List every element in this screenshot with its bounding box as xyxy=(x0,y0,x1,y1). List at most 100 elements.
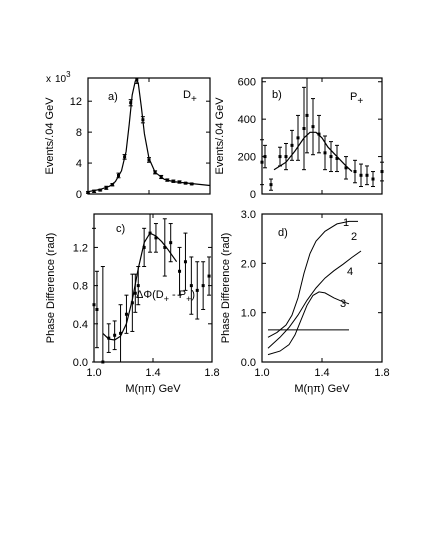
ytick-label: 0.0 xyxy=(241,357,256,369)
panel-a-points xyxy=(86,77,211,194)
data-point xyxy=(153,170,157,174)
series-line-2 xyxy=(267,250,362,349)
data-point xyxy=(159,175,163,179)
ytick-label: 0 xyxy=(76,189,82,201)
panel-a-state-label: D+ xyxy=(183,89,197,105)
ytick-label: 1.2 xyxy=(73,242,88,254)
panel-d-ylabel: Phase Difference (rad) xyxy=(220,233,232,343)
data-point xyxy=(317,132,321,136)
data-point xyxy=(278,155,282,159)
xtick-label: 1.4 xyxy=(145,367,160,379)
panel-b-state-label: P+ xyxy=(350,91,363,107)
panel-a-multiplier: x 103 xyxy=(46,70,71,85)
data-point xyxy=(171,179,175,183)
data-point xyxy=(110,183,114,187)
data-point xyxy=(163,245,167,249)
xtick-label: 1.0 xyxy=(254,367,269,379)
data-point xyxy=(141,118,145,122)
ytick-label: 12 xyxy=(70,96,82,108)
data-point xyxy=(184,181,188,185)
data-point xyxy=(290,143,294,147)
ytick-label: 200 xyxy=(238,152,256,164)
panel-d-label: d) xyxy=(278,227,288,239)
panel-d-phase-curves: 0.01.02.03.01.0 1.4 1.8 d) 1 2 4 3 Phase D… xyxy=(220,209,390,395)
data-point xyxy=(142,245,146,249)
data-point xyxy=(135,78,139,82)
data-point xyxy=(104,186,108,190)
panel-c-points xyxy=(92,213,212,364)
xtick-label: 1.0 xyxy=(86,367,101,379)
data-point xyxy=(119,331,123,335)
panel-b-resonance-p: 0 200 400 600 b) P+ Events/.04 GeV xyxy=(214,77,384,201)
series-line-4 xyxy=(267,291,350,356)
data-point xyxy=(117,173,120,177)
curve-label-4: 4 xyxy=(347,266,353,278)
data-point xyxy=(183,260,187,264)
xtick-label: 1.8 xyxy=(204,367,219,379)
data-point xyxy=(305,113,309,117)
data-point xyxy=(302,127,306,131)
panel-a-ylabel: Events/.04 GeV xyxy=(44,97,56,175)
ytick-label: 0.8 xyxy=(73,281,88,293)
data-point xyxy=(260,160,264,164)
data-point xyxy=(148,231,152,235)
data-point xyxy=(371,177,375,181)
data-point xyxy=(323,151,327,155)
data-point xyxy=(190,182,194,186)
ytick-label: 2.0 xyxy=(241,258,256,270)
data-point xyxy=(353,170,357,174)
panel-b-ylabel: Events/.04 GeV xyxy=(214,97,226,175)
ytick-label: 0 xyxy=(250,189,256,201)
panel-c-label: c) xyxy=(116,223,125,235)
data-point xyxy=(344,166,348,170)
panel-b-label: b) xyxy=(272,89,282,101)
curve-label-1: 1 xyxy=(343,217,349,229)
data-point xyxy=(147,158,151,162)
data-point xyxy=(133,291,137,295)
curve-label-3: 3 xyxy=(340,298,346,310)
panel-b-points xyxy=(260,77,384,191)
data-point xyxy=(101,360,105,364)
data-point xyxy=(113,333,117,337)
panel-d-xlabel: M(ηπ) GeV xyxy=(294,383,350,395)
data-point xyxy=(329,155,333,159)
data-point xyxy=(195,288,199,292)
xtick-label: 1.4 xyxy=(314,367,329,379)
data-point xyxy=(86,190,90,194)
series-line-1 xyxy=(267,220,358,338)
data-point xyxy=(189,284,193,288)
panel-c-annotation: ΔΦ(D+ - P+) xyxy=(136,289,195,304)
data-point xyxy=(380,170,384,174)
ytick-label: 8 xyxy=(76,127,82,139)
data-point xyxy=(136,284,140,288)
data-point xyxy=(178,180,181,184)
data-point xyxy=(284,155,288,159)
data-point xyxy=(269,183,273,187)
data-point xyxy=(311,125,315,129)
data-point xyxy=(263,155,267,159)
xtick-label: 1.8 xyxy=(374,367,389,379)
data-point xyxy=(95,307,99,311)
ytick-label: 1.0 xyxy=(241,308,256,320)
data-point xyxy=(365,173,369,177)
ytick-label: 600 xyxy=(238,77,256,89)
curve-label-2: 2 xyxy=(351,231,357,243)
data-point xyxy=(123,155,127,159)
data-point xyxy=(92,189,96,193)
data-point xyxy=(124,312,128,316)
data-point xyxy=(359,173,363,177)
panel-b-state-subscript: + xyxy=(357,96,363,107)
panel-c-ylabel: Phase Difference (rad) xyxy=(45,233,57,343)
panel-d-ticks: 0.01.02.03.01.0 1.4 1.8 xyxy=(241,209,390,379)
panel-a-multiplier-exponent: 3 xyxy=(66,70,71,79)
data-point xyxy=(154,236,158,240)
data-point xyxy=(178,269,182,273)
data-point xyxy=(169,241,173,245)
panel-a-state-subscript: + xyxy=(191,94,197,105)
data-point xyxy=(165,178,169,182)
ytick-label: 3.0 xyxy=(241,209,256,221)
panel-c-phase-difference: 0.0 0.4 0.8 1.2 1.0 1.4 1.8 c) ΔΦ(D+ - P+) Pha… xyxy=(45,213,220,395)
panel-a-label: a) xyxy=(108,91,118,103)
data-point xyxy=(98,188,102,192)
